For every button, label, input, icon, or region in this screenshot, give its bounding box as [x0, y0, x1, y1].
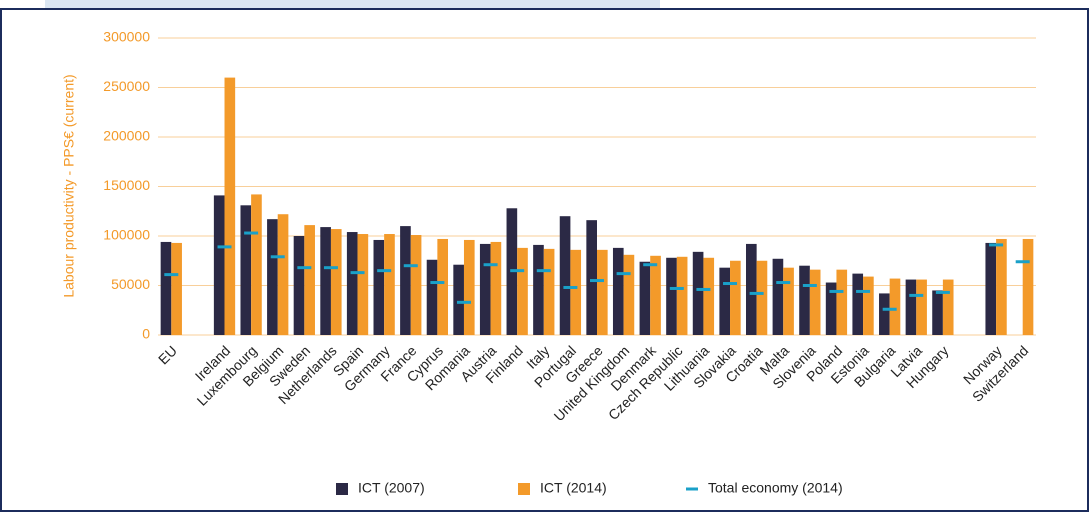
bar [745, 243, 757, 335]
x-tick-label: EU [155, 342, 180, 367]
bar [996, 238, 1007, 335]
y-tick-label: 150000 [103, 177, 150, 193]
bar [304, 225, 315, 335]
bar [267, 219, 278, 335]
bar [346, 232, 358, 335]
bar [559, 216, 571, 335]
y-axis-label: Labour productivity - PPS€ (current) [61, 74, 77, 297]
bar [825, 282, 837, 335]
y-tick-label: 200000 [103, 128, 150, 144]
bar [863, 276, 874, 335]
bar [463, 239, 475, 335]
legend-swatch [518, 483, 530, 495]
bar [400, 226, 411, 335]
bar [437, 238, 449, 335]
bar [836, 269, 848, 335]
bar [703, 257, 715, 335]
bar [490, 241, 502, 335]
bar [719, 267, 731, 335]
bar [852, 273, 864, 335]
legend-label: Total economy (2014) [708, 480, 843, 496]
bar [612, 247, 624, 335]
bar [730, 260, 741, 335]
bar [799, 265, 810, 335]
bar [666, 257, 677, 335]
bar [916, 279, 927, 335]
y-tick-label: 250000 [103, 78, 150, 94]
y-tick-label: 300000 [103, 29, 150, 45]
bar [357, 234, 369, 335]
bar [410, 235, 422, 335]
y-tick-label: 0 [142, 326, 150, 342]
bar [251, 194, 262, 335]
bar [240, 205, 252, 335]
bar [942, 279, 954, 335]
bar [330, 229, 342, 335]
bar [479, 243, 491, 335]
bar [676, 256, 688, 335]
bar [320, 227, 331, 335]
bar [160, 241, 172, 335]
bar [650, 255, 661, 335]
bar [171, 242, 182, 335]
legend-swatch [336, 483, 348, 495]
bar [586, 220, 597, 335]
bar [384, 234, 395, 335]
bar [809, 269, 821, 335]
y-tick-label: 100000 [103, 227, 150, 243]
frame [0, 8, 1089, 512]
bar [692, 251, 704, 335]
bar [517, 247, 528, 335]
y-tick-label: 50000 [111, 276, 150, 292]
bar [533, 244, 544, 335]
bar [293, 236, 305, 335]
bar [756, 260, 768, 335]
bar [426, 259, 438, 335]
bar [277, 214, 289, 335]
bar [597, 249, 608, 335]
bar [879, 293, 890, 335]
bar [985, 242, 997, 335]
bar [932, 290, 943, 335]
bar [570, 249, 582, 335]
bar [889, 278, 901, 335]
header-strip [45, 0, 660, 8]
bar [224, 77, 236, 335]
bar [373, 239, 385, 335]
bar [783, 267, 794, 335]
bar [772, 258, 784, 335]
legend-label: ICT (2014) [540, 480, 607, 496]
bar [905, 279, 917, 335]
bar [639, 261, 651, 335]
bar [213, 195, 225, 335]
bar [623, 254, 635, 335]
bar [543, 248, 555, 335]
bar [453, 264, 464, 335]
bar [1022, 238, 1034, 335]
legend-label: ICT (2007) [358, 480, 425, 496]
